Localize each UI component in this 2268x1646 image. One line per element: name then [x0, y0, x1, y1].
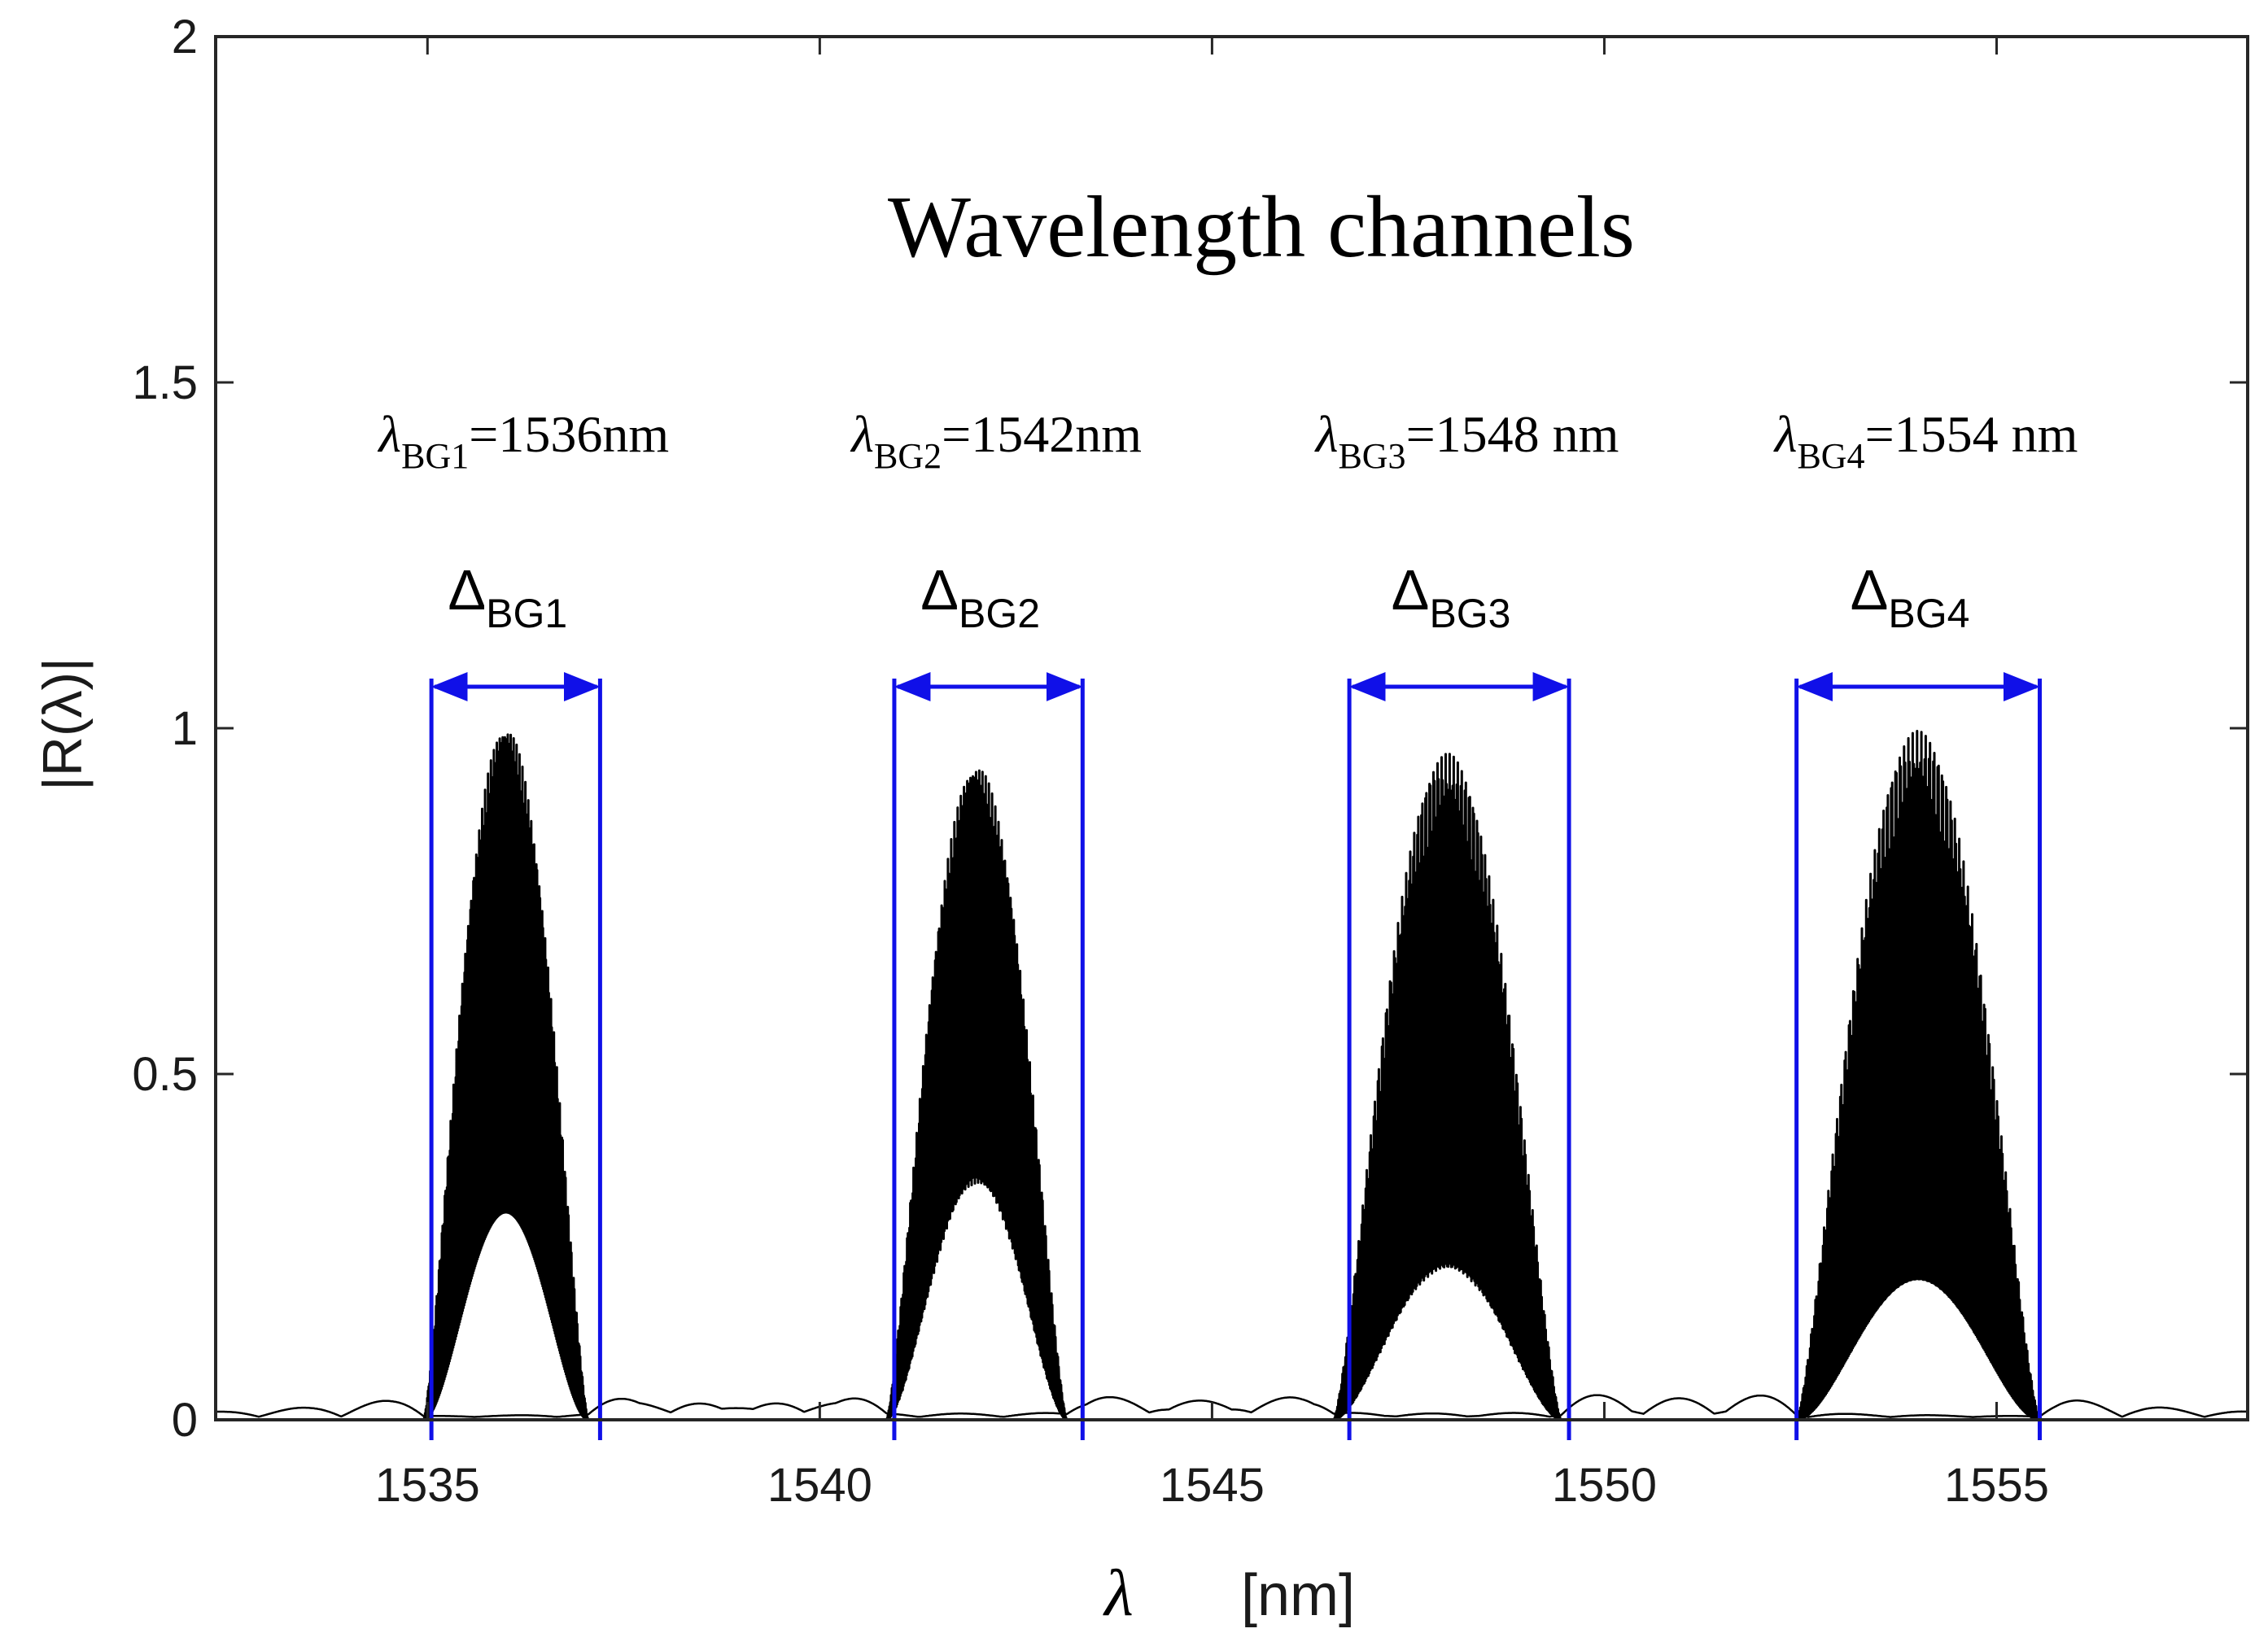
- x-tick-label: 1535: [375, 1459, 480, 1512]
- channel-3-delta-label: ΔBG3: [1392, 558, 1511, 636]
- y-tick-label: 0: [172, 1394, 198, 1447]
- reflectivity-series-3: [1332, 753, 1562, 1421]
- lambda-subscript: BG3: [1338, 436, 1405, 476]
- delta-subscript: BG3: [1429, 591, 1510, 636]
- x-axis-title: λ [nm]: [1103, 1556, 1355, 1630]
- x-axis-unit: [nm]: [1241, 1563, 1355, 1628]
- channel-1-delta-label: ΔBG1: [448, 558, 567, 636]
- x-tick-label: 1540: [767, 1459, 872, 1512]
- x-tick-label: 1555: [1944, 1459, 2049, 1512]
- channel-annotations: ΔBG1λBG1=1536nmΔBG2λBG2=1542nmΔBG3λBG3=1…: [377, 405, 2078, 1440]
- channel-4-wavelength-label: λBG4=1554 nm: [1773, 405, 2078, 476]
- delta-subscript: BG1: [486, 591, 567, 636]
- x-tick-label: 1550: [1552, 1459, 1657, 1512]
- y-tick-label: 1.5: [132, 356, 198, 409]
- channel-2-delta-label: ΔBG2: [920, 558, 1040, 636]
- delta-symbol: Δ: [920, 558, 959, 622]
- y-axis-title: |R(λ)|: [32, 657, 94, 791]
- lambda-subscript: BG2: [874, 436, 942, 476]
- channel-4-delta-label: ΔBG4: [1851, 558, 1970, 636]
- delta-subscript: BG4: [1888, 591, 1969, 636]
- lambda-symbol: λ: [1314, 405, 1339, 463]
- lambda-symbol: λ: [1773, 405, 1798, 463]
- reflectivity-series-4: [1795, 730, 2041, 1421]
- y-tick-label: 0.5: [132, 1048, 198, 1101]
- baseline-curve: [216, 1394, 2248, 1418]
- chart-title: Wavelength channels: [888, 179, 1635, 276]
- lambda-value: =1554 nm: [1865, 405, 2078, 463]
- delta-symbol: Δ: [1851, 558, 1889, 622]
- channel-3-wavelength-label: λBG3=1548 nm: [1314, 405, 1619, 476]
- reflectivity-series-2: [885, 769, 1068, 1421]
- channel-2-wavelength-label: λBG2=1542nm: [850, 405, 1142, 476]
- curve-layer: [216, 730, 2248, 1421]
- lambda-value: =1548 nm: [1406, 405, 1619, 463]
- axis-ticks: 1535 1540 1545 1550 1555 0 0.5 1 1.5 2: [132, 11, 2248, 1512]
- y-tick-label: 2: [172, 11, 198, 63]
- lambda-subscript: BG1: [401, 436, 469, 476]
- y-tick-label: 1: [172, 702, 198, 755]
- reflectivity-series-1: [422, 733, 590, 1421]
- delta-symbol: Δ: [448, 558, 486, 622]
- delta-subscript: BG2: [959, 591, 1040, 636]
- lambda-subscript: BG4: [1797, 436, 1864, 476]
- channel-1-wavelength-label: λBG1=1536nm: [377, 405, 669, 476]
- lambda-symbol: λ: [377, 405, 401, 463]
- lambda-symbol: λ: [850, 405, 874, 463]
- x-tick-label: 1545: [1160, 1459, 1265, 1512]
- x-axis-symbol: λ: [1103, 1556, 1134, 1630]
- lambda-value: =1536nm: [469, 405, 669, 463]
- delta-symbol: Δ: [1392, 558, 1430, 622]
- lambda-value: =1542nm: [942, 405, 1142, 463]
